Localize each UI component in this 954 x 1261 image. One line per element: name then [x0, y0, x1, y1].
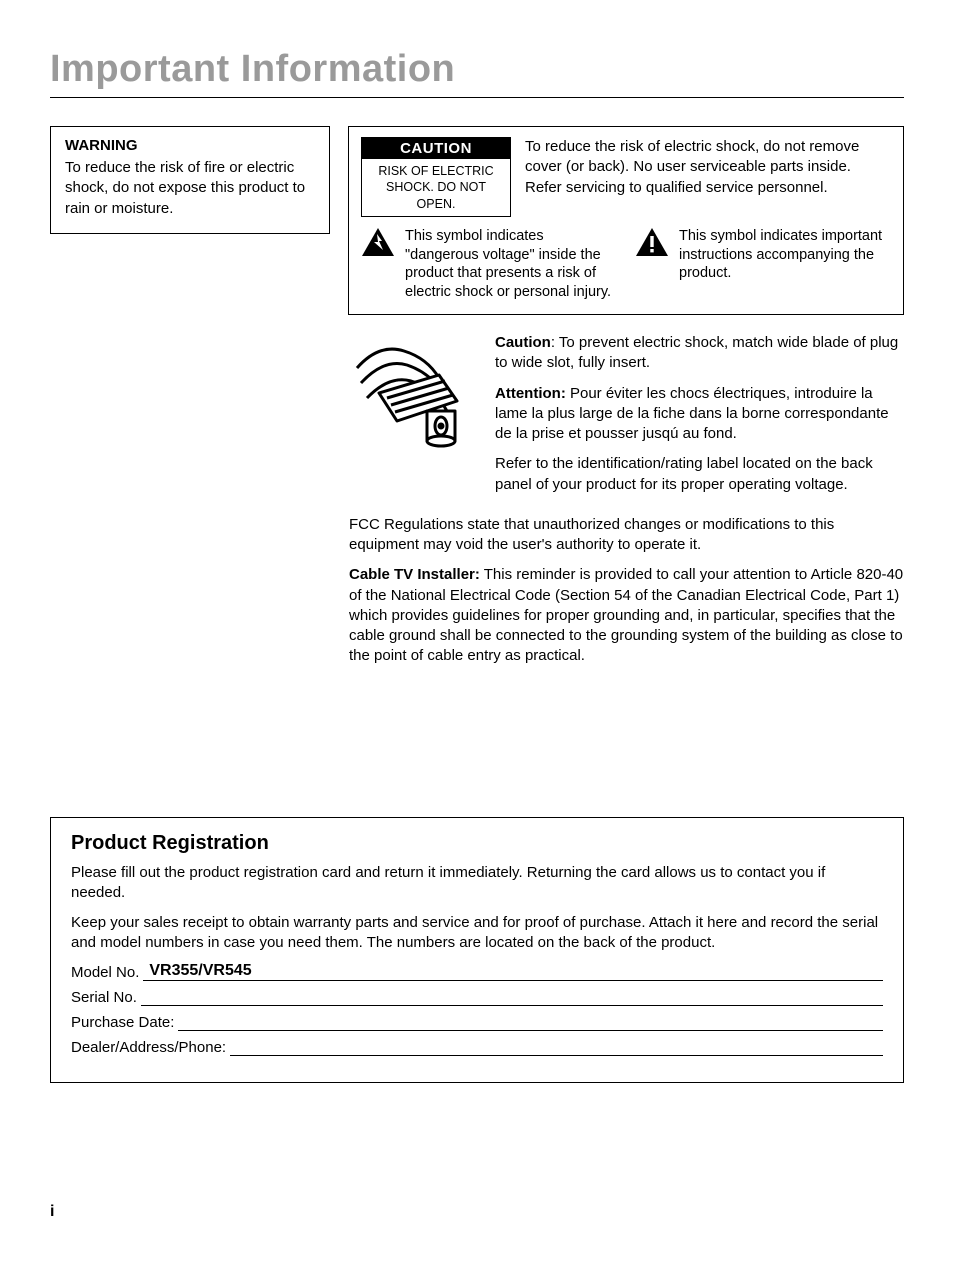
purchase-date-label: Purchase Date: — [71, 1014, 178, 1031]
rating-text: Refer to the identification/rating label… — [495, 454, 904, 495]
attention-label: Attention: — [495, 385, 566, 402]
model-no-field[interactable]: VR355/VR545 — [143, 965, 883, 981]
model-no-label: Model No. — [71, 964, 143, 981]
model-no-line: Model No. VR355/VR545 — [71, 964, 883, 981]
caution-badge-title: CAUTION — [362, 138, 510, 159]
plug-row: Caution: To prevent electric shock, matc… — [349, 333, 904, 505]
installer-label: Cable TV Installer: — [349, 566, 480, 583]
caution-badge: CAUTION RISK OF ELECTRIC SHOCK. DO NOT O… — [361, 137, 511, 217]
lightning-triangle-icon — [361, 227, 395, 257]
purchase-date-line: Purchase Date: — [71, 1014, 883, 1031]
warning-heading: WARNING — [65, 137, 315, 154]
serial-no-field[interactable] — [141, 990, 883, 1006]
caution-panel: CAUTION RISK OF ELECTRIC SHOCK. DO NOT O… — [348, 126, 904, 315]
serial-no-line: Serial No. — [71, 989, 883, 1006]
dealer-line: Dealer/Address/Phone: — [71, 1039, 883, 1056]
plug-illustration-icon — [349, 333, 479, 453]
dealer-field[interactable] — [230, 1040, 883, 1056]
top-row: WARNING To reduce the risk of fire or el… — [50, 126, 904, 315]
plug-caution-line: Caution: To prevent electric shock, matc… — [495, 333, 904, 374]
caution-main-text: To reduce the risk of electric shock, do… — [525, 137, 891, 198]
lightning-symbol-text: This symbol indicates "dangerous voltage… — [405, 227, 617, 302]
registration-p1: Please fill out the product registration… — [71, 863, 883, 904]
installer-paragraph: Cable TV Installer: This reminder is pro… — [349, 565, 904, 666]
caution-top-row: CAUTION RISK OF ELECTRIC SHOCK. DO NOT O… — [361, 137, 891, 217]
serial-no-label: Serial No. — [71, 989, 141, 1006]
symbols-row: This symbol indicates "dangerous voltage… — [361, 227, 891, 302]
page-number: i — [50, 1203, 904, 1221]
plug-text-block: Caution: To prevent electric shock, matc… — [495, 333, 904, 505]
exclamation-symbol-text: This symbol indicates important instruct… — [679, 227, 891, 284]
caution-text: : To prevent electric shock, match wide … — [495, 334, 898, 371]
caution-label: Caution — [495, 334, 551, 351]
exclamation-symbol-block: This symbol indicates important instruct… — [635, 227, 891, 302]
registration-p2: Keep your sales receipt to obtain warran… — [71, 913, 883, 954]
plug-attention-line: Attention: Pour éviter les chocs électri… — [495, 384, 904, 445]
warning-body: To reduce the risk of fire or electric s… — [65, 158, 315, 219]
mid-section: Caution: To prevent electric shock, matc… — [349, 333, 904, 667]
model-no-value: VR355/VR545 — [149, 962, 251, 980]
warning-box: WARNING To reduce the risk of fire or el… — [50, 126, 330, 234]
registration-heading: Product Registration — [71, 832, 883, 855]
purchase-date-field[interactable] — [178, 1015, 883, 1031]
dealer-label: Dealer/Address/Phone: — [71, 1039, 230, 1056]
caution-badge-sub: RISK OF ELECTRIC SHOCK. DO NOT OPEN. — [362, 159, 510, 216]
document-page: Important Information WARNING To reduce … — [0, 0, 954, 1261]
title-rule — [50, 97, 904, 98]
fcc-text: FCC Regulations state that unauthorized … — [349, 515, 904, 556]
product-registration-box: Product Registration Please fill out the… — [50, 817, 904, 1083]
page-title: Important Information — [50, 48, 904, 91]
lightning-symbol-block: This symbol indicates "dangerous voltage… — [361, 227, 617, 302]
exclamation-triangle-icon — [635, 227, 669, 257]
